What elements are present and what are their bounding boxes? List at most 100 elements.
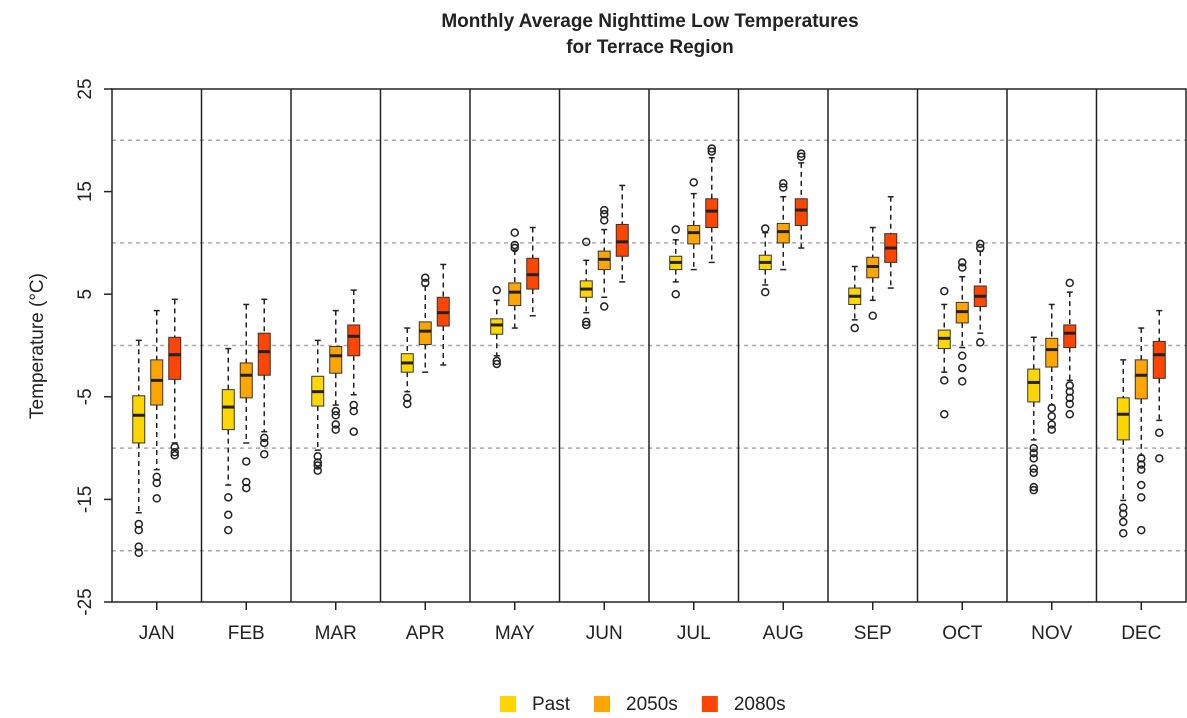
outlier (1137, 465, 1146, 474)
outlier (492, 285, 501, 295)
box (1063, 324, 1077, 349)
x-tick-label: FEB (228, 623, 265, 644)
outlier (492, 356, 501, 366)
outlier (1065, 409, 1074, 419)
x-tick-label: MAY (495, 623, 535, 644)
outlier (1029, 485, 1038, 495)
outlier (976, 239, 985, 249)
outlier (1065, 381, 1074, 390)
outlier (1119, 517, 1128, 527)
y-tick-label: -25 (75, 588, 96, 615)
outlier (868, 311, 877, 320)
outlier (492, 359, 501, 369)
outlier (1065, 278, 1074, 288)
outlier (689, 178, 698, 187)
outlier (510, 243, 519, 253)
box (1027, 368, 1041, 403)
outlier (170, 451, 179, 460)
y-tick-label: 5 (75, 289, 96, 300)
outlier (1047, 403, 1056, 413)
outlier (761, 224, 770, 233)
outlier (134, 548, 143, 558)
box (615, 223, 629, 257)
plot-frame (111, 88, 1187, 603)
outlier (152, 494, 161, 503)
legend-label: Past (532, 694, 571, 715)
outlier (1047, 425, 1056, 434)
outlier (1029, 482, 1038, 492)
outlier (134, 542, 143, 551)
outlier (600, 209, 609, 219)
box (347, 324, 361, 357)
outlier (152, 478, 161, 488)
box (705, 198, 719, 229)
outlier (1029, 468, 1038, 477)
outlier (1047, 420, 1056, 429)
x-tick-label: AUG (763, 623, 804, 644)
outlier (313, 458, 322, 467)
outlier (779, 179, 788, 188)
x-tick-label: JAN (139, 623, 175, 644)
box (132, 395, 146, 444)
outlier (779, 183, 788, 192)
outlier (1137, 480, 1146, 490)
outlier (671, 225, 680, 234)
outlier (1119, 503, 1128, 512)
outlier (260, 438, 269, 448)
box (1116, 397, 1130, 441)
outlier (224, 493, 233, 502)
outlier (134, 525, 143, 535)
box (776, 222, 790, 244)
outlier (170, 442, 179, 452)
box (329, 346, 343, 374)
outlier (313, 466, 322, 475)
box (490, 318, 504, 335)
x-tick-label: APR (406, 623, 445, 644)
outlier (958, 258, 967, 267)
x-tick-label: NOV (1031, 623, 1073, 644)
legend-label: 2080s (734, 694, 786, 715)
x-tick-label: JUL (677, 623, 711, 644)
outlier (958, 263, 967, 272)
outlier (242, 457, 251, 466)
outlier (958, 377, 967, 386)
outlier (582, 237, 591, 247)
y-axis-label: Temperature (°C) (27, 273, 48, 419)
box (418, 321, 432, 345)
outlier (349, 406, 358, 416)
box (508, 282, 522, 306)
box (687, 224, 701, 245)
outlier (797, 149, 806, 158)
box (168, 336, 182, 380)
outlier (600, 216, 609, 225)
outlier (940, 409, 949, 419)
box (150, 359, 164, 406)
outlier (242, 477, 251, 487)
box (1134, 359, 1148, 400)
x-tick-label: SEP (854, 623, 892, 644)
outlier (313, 452, 322, 461)
outlier (1119, 509, 1128, 519)
outlier (1029, 443, 1038, 453)
outlier (260, 433, 269, 443)
outlier (421, 273, 430, 283)
outlier (976, 243, 985, 253)
outlier (1065, 399, 1074, 409)
box (1045, 337, 1059, 368)
outlier (958, 363, 967, 373)
outlier (510, 240, 519, 250)
outlier (224, 525, 233, 535)
outlier (510, 228, 519, 237)
outlier (170, 447, 179, 457)
outlier (313, 461, 322, 470)
x-tick-label: MAR (315, 623, 357, 644)
outlier (1137, 493, 1146, 502)
outlier (224, 510, 233, 520)
outlier (331, 411, 340, 420)
outlier (1047, 412, 1056, 421)
outlier (1137, 454, 1146, 463)
outlier (242, 483, 251, 493)
outlier (1029, 448, 1038, 458)
y-tick-label: -5 (75, 388, 96, 405)
